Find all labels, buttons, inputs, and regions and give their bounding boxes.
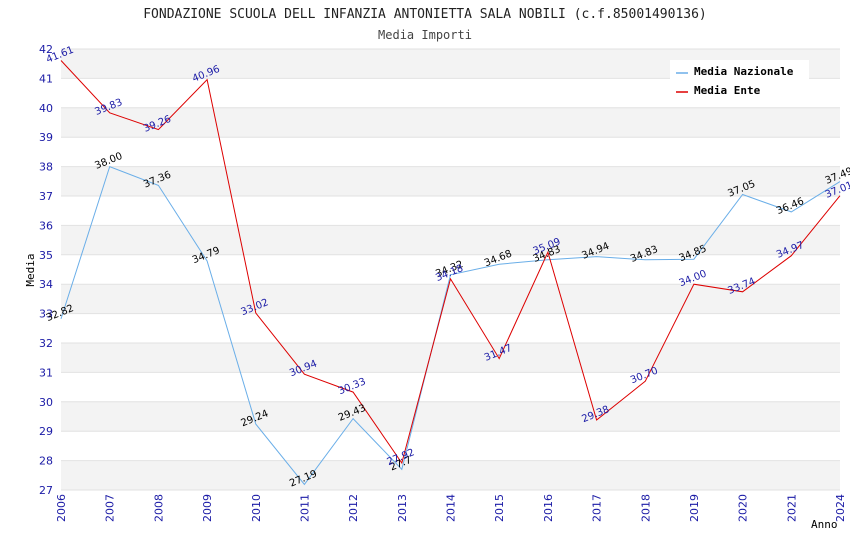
- y-tick-label: 31: [39, 366, 53, 379]
- grid-band: [61, 137, 840, 167]
- grid-band: [61, 196, 840, 226]
- grid-band: [61, 343, 840, 373]
- y-tick-label: 36: [39, 219, 53, 232]
- legend-label-media-nazionale: Media Nazionale: [694, 65, 794, 78]
- y-tick-label: 29: [39, 425, 53, 438]
- y-tick-labels: 27 28 29 30 31 32 33 34 35 36 37 38 39 40 41 42: [39, 43, 53, 497]
- y-tick-label: 28: [39, 455, 53, 468]
- x-tick-label: 2018: [639, 494, 652, 522]
- legend-box: [670, 60, 809, 101]
- y-tick-label: 38: [39, 161, 53, 174]
- x-tick-label: 2009: [201, 494, 214, 522]
- y-tick-label: 41: [39, 72, 53, 85]
- chart-title: FONDAZIONE SCUOLA DELL INFANZIA ANTONIET…: [143, 7, 707, 22]
- x-tick-label: 2017: [591, 494, 604, 522]
- x-tick-label: 2006: [55, 494, 68, 522]
- y-tick-label: 34: [39, 278, 53, 291]
- x-tick-label: 2010: [250, 494, 263, 522]
- x-tick-label: 2020: [737, 494, 750, 522]
- grid-band: [61, 401, 840, 432]
- grid-band: [61, 313, 840, 343]
- x-tick-label: 2016: [542, 494, 555, 522]
- x-tick-label: 2021: [785, 494, 798, 522]
- y-tick-label: 35: [39, 249, 53, 262]
- legend-label-media-ente: Media Ente: [694, 84, 761, 97]
- y-tick-label: 30: [39, 396, 53, 409]
- grid-band: [61, 284, 840, 314]
- y-tick-label: 33: [39, 308, 53, 321]
- x-tick-label: 2012: [347, 494, 360, 522]
- x-tick-label: 2011: [298, 494, 311, 522]
- x-tick-label: 2024: [834, 494, 847, 522]
- series-line-media-nazionale: [60, 165, 841, 486]
- y-tick-label: 37: [39, 190, 53, 203]
- chart-subtitle: Media Importi: [378, 28, 472, 42]
- x-tick-labels: 2006 2007 2008 2009 2010 2011 2012 2013 2014 2015…: [55, 494, 847, 522]
- y-tick-label: 42: [39, 43, 53, 56]
- grid-band: [61, 225, 840, 255]
- grid-band: [61, 107, 840, 138]
- y-tick-label: 27: [39, 484, 53, 497]
- series-line-media-ente: [60, 60, 841, 465]
- grid-band: [61, 372, 840, 402]
- y-tick-label: 40: [39, 102, 53, 115]
- x-tick-label: 2008: [152, 494, 165, 522]
- x-tick-label: 2014: [445, 494, 458, 522]
- y-tick-label: 32: [39, 337, 53, 350]
- x-tick-label: 2019: [688, 494, 701, 522]
- x-axis-label: Anno: [811, 518, 838, 531]
- x-tick-label: 2013: [396, 494, 409, 522]
- series-lines: [60, 60, 841, 486]
- y-axis-label: Media: [24, 253, 37, 286]
- x-tick-label: 2015: [493, 494, 506, 522]
- grid-band: [61, 431, 840, 461]
- legend: Media Nazionale Media Ente: [670, 60, 809, 101]
- x-tick-label: 2007: [104, 494, 117, 522]
- grid-band: [61, 166, 840, 196]
- grid-band: [61, 460, 840, 490]
- y-tick-label: 39: [39, 131, 53, 144]
